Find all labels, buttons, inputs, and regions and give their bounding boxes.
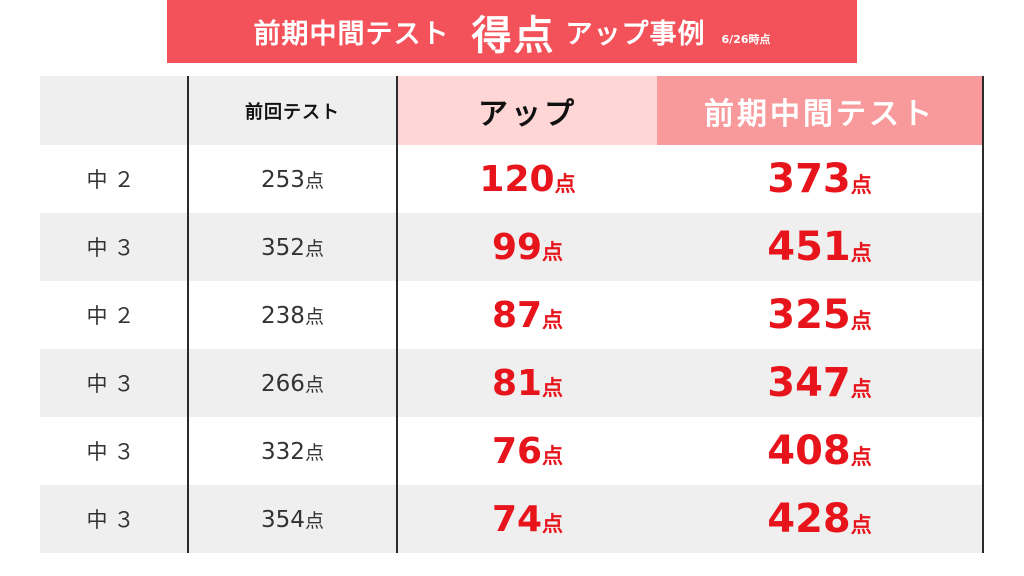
score-unit: 点 xyxy=(850,309,872,333)
grade-cell: 中３ xyxy=(40,417,188,485)
grade-cell: 中３ xyxy=(40,213,188,281)
midterm-score-cell: 408点 xyxy=(657,417,984,485)
table-row: 中３ 332点 76点 408点 xyxy=(40,417,984,485)
midterm-score-cell: 373点 xyxy=(657,145,984,213)
table-row: 中３ 352点 99点 451点 xyxy=(40,213,984,281)
previous-score-cell: 352点 xyxy=(187,213,397,281)
score-table: 前回テスト アップ 前期中間テスト 中２ 253点 120点 373点 中３ 3… xyxy=(40,76,984,553)
midterm-score-value: 325 xyxy=(767,292,851,338)
table-row: 中３ 266点 81点 347点 xyxy=(40,349,984,417)
midterm-score-cell: 451点 xyxy=(657,213,984,281)
midterm-score-value: 451 xyxy=(767,224,851,270)
table-row: 中２ 253点 120点 373点 xyxy=(40,145,984,213)
score-unit: 点 xyxy=(304,237,324,260)
grade-cell: 中２ xyxy=(40,145,188,213)
score-unit: 点 xyxy=(304,509,324,532)
previous-score-value: 238 xyxy=(261,302,305,329)
score-unit: 点 xyxy=(850,445,872,469)
up-score-cell: 81点 xyxy=(396,349,657,417)
up-score-cell: 74点 xyxy=(396,485,657,553)
table-row: 中３ 354点 74点 428点 xyxy=(40,485,984,553)
midterm-score-cell: 325点 xyxy=(657,281,984,349)
grade-cell: 中３ xyxy=(40,349,188,417)
midterm-score-value: 428 xyxy=(767,496,851,542)
title-date: 6/26時点 xyxy=(721,32,771,46)
grade-cell: 中３ xyxy=(40,485,188,553)
score-unit: 点 xyxy=(542,511,564,536)
midterm-score-value: 347 xyxy=(767,360,851,406)
midterm-score-cell: 347点 xyxy=(657,349,984,417)
midterm-score-value: 408 xyxy=(767,428,851,474)
previous-score-cell: 354点 xyxy=(187,485,397,553)
previous-score-value: 332 xyxy=(261,438,305,465)
score-unit: 点 xyxy=(850,377,872,401)
previous-score-value: 253 xyxy=(261,166,305,193)
grade-cell: 中２ xyxy=(40,281,188,349)
score-unit: 点 xyxy=(850,241,872,265)
up-score-cell: 76点 xyxy=(396,417,657,485)
up-score-value: 76 xyxy=(491,430,543,472)
table-header-row: 前回テスト アップ 前期中間テスト xyxy=(40,76,984,145)
previous-score-cell: 266点 xyxy=(187,349,397,417)
score-unit: 点 xyxy=(850,173,872,197)
header-midterm-test: 前期中間テスト xyxy=(657,76,984,145)
previous-score-cell: 332点 xyxy=(187,417,397,485)
up-score-value: 120 xyxy=(479,158,555,200)
score-unit: 点 xyxy=(304,441,324,464)
table-row: 中２ 238点 87点 325点 xyxy=(40,281,984,349)
title-part-up-examples: アップ事例 xyxy=(565,19,706,50)
up-score-value: 99 xyxy=(491,226,543,268)
score-unit: 点 xyxy=(304,305,324,328)
score-unit: 点 xyxy=(304,169,324,192)
score-unit: 点 xyxy=(542,375,564,400)
up-score-cell: 120点 xyxy=(396,145,657,213)
score-unit: 点 xyxy=(850,513,872,537)
midterm-score-cell: 428点 xyxy=(657,485,984,553)
previous-score-cell: 238点 xyxy=(187,281,397,349)
previous-score-value: 354 xyxy=(261,506,305,533)
title-part-test-name: 前期中間テスト xyxy=(253,19,450,50)
score-unit: 点 xyxy=(542,307,564,332)
score-unit: 点 xyxy=(554,171,576,196)
previous-score-value: 266 xyxy=(261,370,305,397)
up-score-value: 81 xyxy=(491,362,543,404)
score-unit: 点 xyxy=(304,373,324,396)
midterm-score-value: 373 xyxy=(767,156,851,202)
title-banner: 前期中間テスト 得点 アップ事例 6/26時点 xyxy=(167,0,857,63)
header-previous-test: 前回テスト xyxy=(187,76,397,145)
title-part-score: 得点 xyxy=(471,12,556,59)
up-score-value: 87 xyxy=(491,294,543,336)
score-unit: 点 xyxy=(542,239,564,264)
score-unit: 点 xyxy=(542,443,564,468)
previous-score-cell: 253点 xyxy=(187,145,397,213)
header-up: アップ xyxy=(396,76,657,145)
up-score-cell: 99点 xyxy=(396,213,657,281)
up-score-cell: 87点 xyxy=(396,281,657,349)
previous-score-value: 352 xyxy=(261,234,305,261)
up-score-value: 74 xyxy=(491,498,543,540)
header-grade xyxy=(40,76,188,145)
